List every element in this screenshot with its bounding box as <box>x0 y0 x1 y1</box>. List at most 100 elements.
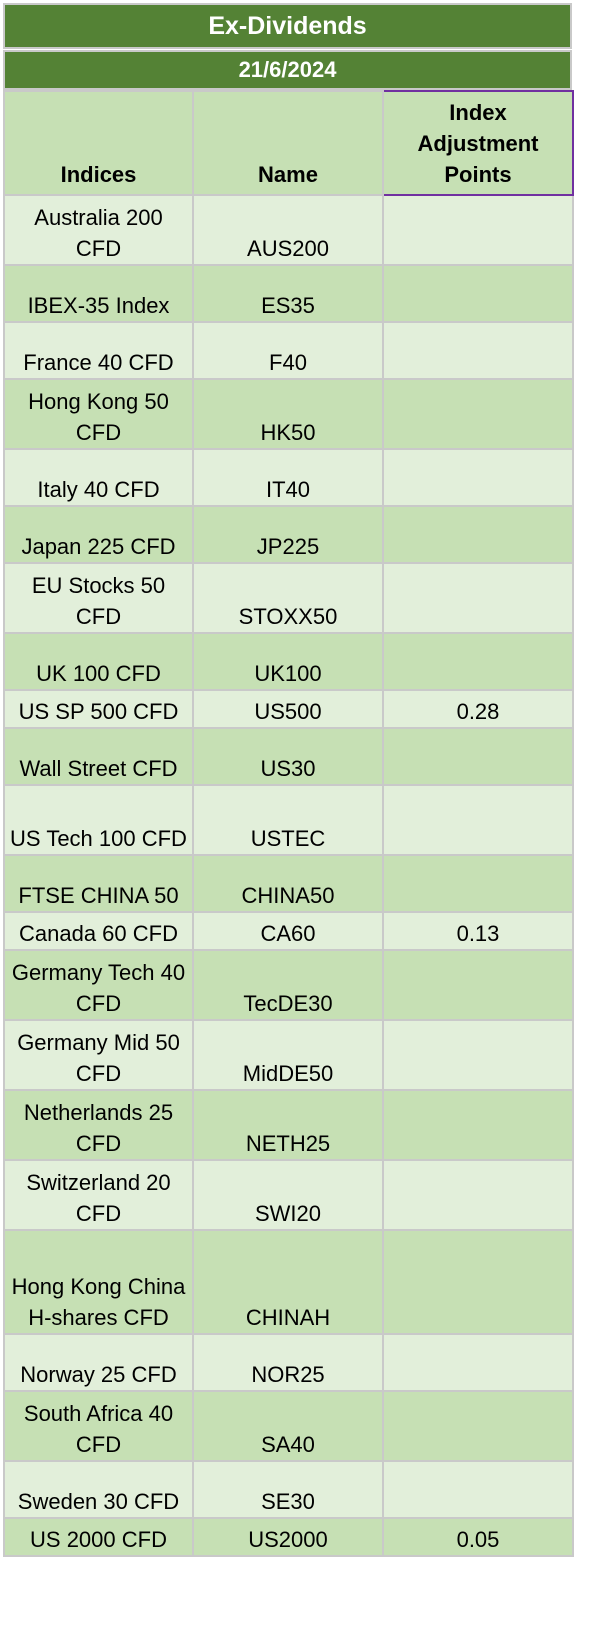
cell-adjustment-points <box>382 632 574 691</box>
cell-name: US30 <box>192 727 384 786</box>
cell-index: FTSE CHINA 50 <box>3 854 194 913</box>
cell-name: F40 <box>192 321 384 380</box>
cell-adjustment-points <box>382 1333 574 1392</box>
cell-index-text: Canada 60 CFD <box>19 921 178 946</box>
cell-index-text: Hong Kong 50 CFD <box>28 389 169 445</box>
table-row: Wall Street CFD US30 <box>3 727 574 786</box>
cell-index-text: Switzerland 20 CFD <box>26 1170 171 1226</box>
table-date: 21/6/2024 <box>3 50 572 90</box>
cell-name-text: STOXX50 <box>238 604 338 629</box>
cell-adjustment-points <box>382 784 574 856</box>
cell-name-text: SWI20 <box>254 1201 322 1226</box>
cell-index-text: Sweden 30 CFD <box>17 1489 180 1514</box>
table-row: US SP 500 CFD US500 0.28 <box>3 689 574 729</box>
cell-name: CHINA50 <box>192 854 384 913</box>
table-row: Canada 60 CFD CA60 0.13 <box>3 911 574 951</box>
cell-name: TecDE30 <box>192 949 384 1021</box>
cell-index: Italy 40 CFD <box>3 448 194 507</box>
cell-adjustment-points-text: 0.05 <box>456 1527 500 1552</box>
cell-name-text: UK100 <box>254 661 322 686</box>
cell-index-text: UK 100 CFD <box>36 661 161 686</box>
cell-name-text: CHINA50 <box>241 883 335 908</box>
cell-adjustment-points <box>382 1229 574 1335</box>
cell-name: HK50 <box>192 378 384 450</box>
cell-name: SA40 <box>192 1390 384 1462</box>
cell-adjustment-points <box>382 854 574 913</box>
cell-name: MidDE50 <box>192 1019 384 1091</box>
cell-index: Canada 60 CFD <box>3 911 194 951</box>
cell-index: Hong Kong China H-shares CFD <box>3 1229 194 1335</box>
cell-adjustment-points <box>382 505 574 564</box>
table-row: IBEX-35 Index ES35 <box>3 264 574 323</box>
cell-name-text: CA60 <box>260 921 316 946</box>
cell-name-text: F40 <box>269 350 307 375</box>
cell-name: IT40 <box>192 448 384 507</box>
cell-name: CA60 <box>192 911 384 951</box>
cell-index-text: Norway 25 CFD <box>20 1362 177 1387</box>
cell-name-text: NETH25 <box>245 1131 331 1156</box>
cell-adjustment-points <box>382 1089 574 1161</box>
cell-index: US Tech 100 CFD <box>3 784 194 856</box>
table-row: France 40 CFD F40 <box>3 321 574 380</box>
cell-adjustment-points-text: 0.13 <box>456 921 500 946</box>
cell-name: JP225 <box>192 505 384 564</box>
cell-name: NETH25 <box>192 1089 384 1161</box>
cell-name: US2000 <box>192 1517 384 1557</box>
ex-dividends-table: Indices Name Index Adjustment Points Aus… <box>3 90 574 1557</box>
cell-adjustment-points <box>382 1019 574 1091</box>
cell-adjustment-points <box>382 949 574 1021</box>
cell-index: Hong Kong 50 CFD <box>3 378 194 450</box>
cell-index: US SP 500 CFD <box>3 689 194 729</box>
cell-index-text: Australia 200 CFD <box>34 205 163 261</box>
cell-adjustment-points <box>382 264 574 323</box>
table-row: Hong Kong 50 CFD HK50 <box>3 378 574 450</box>
cell-index-text: Netherlands 25 CFD <box>23 1100 174 1156</box>
cell-index: EU Stocks 50 CFD <box>3 562 194 634</box>
cell-index: Germany Mid 50 CFD <box>3 1019 194 1091</box>
table-row: Switzerland 20 CFD SWI20 <box>3 1159 574 1231</box>
cell-name-text: US2000 <box>248 1527 328 1552</box>
header-row: Indices Name Index Adjustment Points <box>3 90 574 196</box>
table-row: Netherlands 25 CFD NETH25 <box>3 1089 574 1161</box>
table-row: US Tech 100 CFD USTEC <box>3 784 574 856</box>
cell-name-text: JP225 <box>256 534 320 559</box>
cell-adjustment-points: 0.28 <box>382 689 574 729</box>
cell-index: Switzerland 20 CFD <box>3 1159 194 1231</box>
cell-adjustment-points <box>382 378 574 450</box>
table-row: EU Stocks 50 CFD STOXX50 <box>3 562 574 634</box>
cell-adjustment-points <box>382 321 574 380</box>
cell-index-text: Germany Mid 50 CFD <box>17 1030 180 1086</box>
table-row: Germany Tech 40 CFD TecDE30 <box>3 949 574 1021</box>
table-row: US 2000 CFD US2000 0.05 <box>3 1517 574 1557</box>
table-body: Australia 200 CFD AUS200 IBEX-35 Index ES35… <box>3 194 574 1557</box>
cell-name-text: SA40 <box>261 1432 315 1457</box>
table-row: Germany Mid 50 CFD MidDE50 <box>3 1019 574 1091</box>
cell-name: USTEC <box>192 784 384 856</box>
cell-index: South Africa 40 CFD <box>3 1390 194 1462</box>
cell-adjustment-points <box>382 727 574 786</box>
table-row: Australia 200 CFD AUS200 <box>3 194 574 266</box>
table-title: Ex-Dividends <box>3 3 572 49</box>
cell-name-text: USTEC <box>250 826 326 851</box>
cell-name: CHINAH <box>192 1229 384 1335</box>
cell-adjustment-points <box>382 562 574 634</box>
table-row: Japan 225 CFD JP225 <box>3 505 574 564</box>
cell-index-text: Hong Kong China H-shares CFD <box>11 1274 186 1330</box>
cell-index: UK 100 CFD <box>3 632 194 691</box>
cell-name: STOXX50 <box>192 562 384 634</box>
cell-name-text: US500 <box>254 699 322 724</box>
cell-index-text: Italy 40 CFD <box>37 477 160 502</box>
cell-index: US 2000 CFD <box>3 1517 194 1557</box>
cell-adjustment-points: 0.13 <box>382 911 574 951</box>
cell-index-text: South Africa 40 CFD <box>23 1401 174 1457</box>
cell-name-text: MidDE50 <box>242 1061 334 1086</box>
cell-adjustment-points <box>382 194 574 266</box>
cell-adjustment-points <box>382 1460 574 1519</box>
cell-adjustment-points: 0.05 <box>382 1517 574 1557</box>
cell-index: Japan 225 CFD <box>3 505 194 564</box>
cell-adjustment-points-text: 0.28 <box>456 699 500 724</box>
cell-index: IBEX-35 Index <box>3 264 194 323</box>
cell-index: Australia 200 CFD <box>3 194 194 266</box>
cell-index-text: Germany Tech 40 CFD <box>11 960 186 1016</box>
